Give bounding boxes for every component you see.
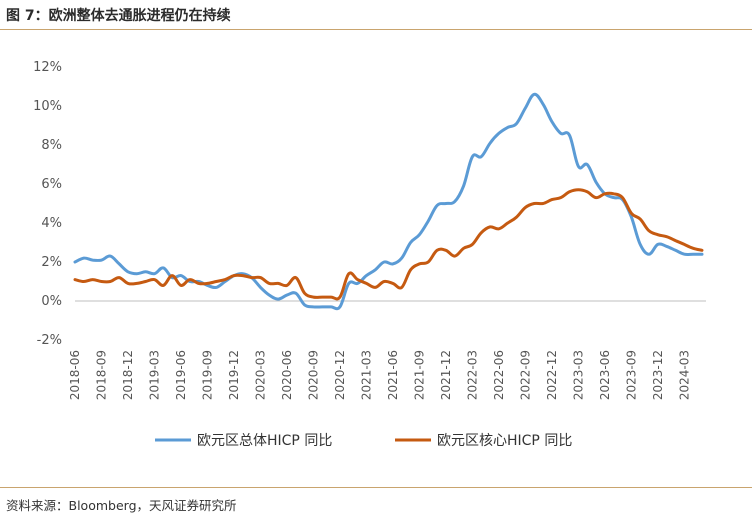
y-tick-label: 10% xyxy=(33,99,62,114)
y-axis: -2% 0% 2% 4% 6% 8% 10% 12% xyxy=(33,60,62,348)
x-tick-label: 2020-06 xyxy=(280,350,294,400)
legend-label: 欧元区总体HICP 同比 xyxy=(197,433,332,449)
y-tick-label: -2% xyxy=(37,333,62,348)
x-tick-label: 2019-06 xyxy=(174,350,188,400)
x-tick-label: 2020-09 xyxy=(306,350,320,400)
x-tick-label: 2018-06 xyxy=(68,350,82,400)
x-tick-label: 2023-09 xyxy=(624,350,638,400)
x-tick-label: 2021-09 xyxy=(412,350,426,400)
series-lines xyxy=(73,92,704,311)
legend-label: 欧元区核心HICP 同比 xyxy=(437,433,572,449)
x-tick-label: 2019-12 xyxy=(227,350,241,400)
line-chart: -2% 0% 2% 4% 6% 8% 10% 12% 2018-06 2018-09 2018-1… xyxy=(33,60,706,449)
y-tick-label: 8% xyxy=(41,138,62,153)
y-tick-label: 0% xyxy=(41,294,62,309)
x-tick-label: 2021-03 xyxy=(359,350,373,400)
x-tick-label: 2020-12 xyxy=(333,350,347,400)
y-tick-label: 12% xyxy=(33,60,62,75)
x-tick-label: 2023-06 xyxy=(598,350,612,400)
x-tick-label: 2021-12 xyxy=(439,350,453,400)
x-axis: 2018-06 2018-09 2018-12 2019-03 2019-06 2019-… xyxy=(68,350,691,400)
x-tick-label: 2022-03 xyxy=(465,350,479,400)
x-tick-label: 2020-03 xyxy=(253,350,267,400)
y-tick-label: 6% xyxy=(41,177,62,192)
x-tick-label: 2022-09 xyxy=(518,350,532,400)
x-tick-label: 2023-12 xyxy=(651,350,665,400)
legend: 欧元区总体HICP 同比 欧元区核心HICP 同比 xyxy=(155,433,572,449)
x-tick-label: 2019-09 xyxy=(200,350,214,400)
title-divider xyxy=(0,29,752,30)
x-tick-label: 2018-12 xyxy=(121,350,135,400)
x-tick-label: 2022-06 xyxy=(492,350,506,400)
x-tick-label: 2024-03 xyxy=(677,350,691,400)
x-tick-label: 2022-12 xyxy=(545,350,559,400)
x-tick-label: 2019-03 xyxy=(147,350,161,400)
series-line-headline-hicp xyxy=(73,92,704,311)
x-tick-label: 2018-09 xyxy=(94,350,108,400)
series-line-core-hicp xyxy=(73,188,704,301)
chart-title: 图 7：欧洲整体去通胀进程仍在持续 xyxy=(6,8,231,24)
source-note: 资料来源：Bloomberg，天风证券研究所 xyxy=(6,498,237,513)
x-tick-label: 2021-06 xyxy=(386,350,400,400)
source-divider xyxy=(0,487,752,488)
y-tick-label: 4% xyxy=(41,216,62,231)
y-tick-label: 2% xyxy=(41,255,62,270)
x-tick-label: 2023-03 xyxy=(571,350,585,400)
